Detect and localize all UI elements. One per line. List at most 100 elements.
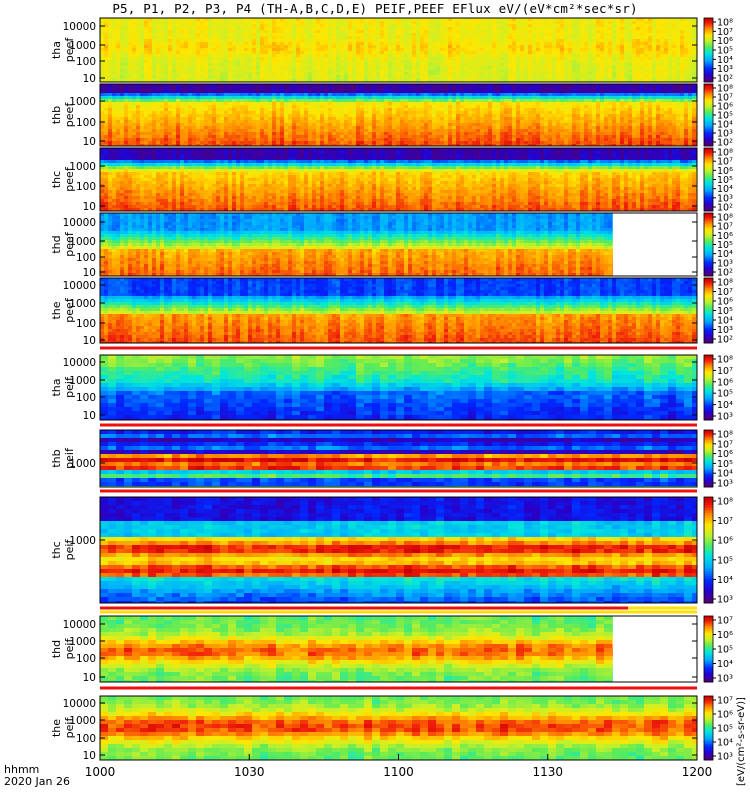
heatmap-cell xyxy=(104,78,108,81)
heatmap-cell xyxy=(652,42,656,45)
heatmap-cell xyxy=(408,69,412,72)
heatmap-cell xyxy=(384,39,388,42)
heatmap-cell xyxy=(324,129,328,132)
heatmap-cell xyxy=(152,126,156,129)
heatmap-cell xyxy=(376,129,380,132)
heatmap-cell xyxy=(184,132,188,135)
heatmap-cell xyxy=(336,129,340,132)
heatmap-cell xyxy=(108,108,112,111)
heatmap-cell xyxy=(408,60,412,63)
heatmap-cell xyxy=(512,66,516,69)
heatmap-cell xyxy=(396,99,400,102)
heatmap-cell xyxy=(528,36,532,39)
heatmap-cell xyxy=(344,141,348,144)
heatmap-cell xyxy=(408,36,412,39)
heatmap-cell xyxy=(280,96,284,99)
heatmap-cell xyxy=(604,78,608,81)
heatmap-cell xyxy=(380,36,384,39)
heatmap-cell xyxy=(352,30,356,33)
heatmap-cell xyxy=(104,72,108,75)
heatmap-cell xyxy=(564,45,568,48)
heatmap-cell xyxy=(136,108,140,111)
heatmap-cell xyxy=(656,60,660,63)
heatmap-cell xyxy=(312,99,316,102)
heatmap-cell xyxy=(328,141,332,144)
heatmap-cell xyxy=(676,48,680,51)
heatmap-cell xyxy=(364,66,368,69)
heatmap-cell xyxy=(104,84,108,87)
heatmap-cell xyxy=(512,45,516,48)
heatmap-cell xyxy=(420,30,424,33)
heatmap-cell xyxy=(188,48,192,51)
heatmap-cell xyxy=(368,135,372,138)
heatmap-cell xyxy=(152,72,156,75)
heatmap-cell xyxy=(560,75,564,78)
heatmap-cell xyxy=(112,42,116,45)
heatmap-cell xyxy=(368,27,372,30)
heatmap-cell xyxy=(124,141,128,144)
heatmap-cell xyxy=(188,66,192,69)
heatmap-cell xyxy=(136,120,140,123)
heatmap-cell xyxy=(128,84,132,87)
heatmap-cell xyxy=(184,48,188,51)
heatmap-cell xyxy=(172,30,176,33)
heatmap-cell xyxy=(188,120,192,123)
heatmap-cell xyxy=(224,51,228,54)
heatmap-cell xyxy=(196,18,200,21)
heatmap-cell xyxy=(248,132,252,135)
heatmap-cell xyxy=(468,72,472,75)
heatmap-cell xyxy=(620,24,624,27)
heatmap-cell xyxy=(104,135,108,138)
heatmap-cell xyxy=(656,33,660,36)
heatmap-cell xyxy=(420,54,424,57)
heatmap-cell xyxy=(276,54,280,57)
heatmap-cell xyxy=(392,102,396,105)
heatmap-cell xyxy=(572,42,576,45)
heatmap-cell xyxy=(332,120,336,123)
heatmap-cell xyxy=(172,99,176,102)
heatmap-cell xyxy=(392,45,396,48)
heatmap-cell xyxy=(444,51,448,54)
heatmap-cell xyxy=(224,135,228,138)
heatmap-cell xyxy=(116,63,120,66)
heatmap-cell xyxy=(280,138,284,141)
heatmap-cell xyxy=(280,114,284,117)
heatmap-cell xyxy=(316,96,320,99)
heatmap-cell xyxy=(284,27,288,30)
heatmap-cell xyxy=(128,87,132,90)
heatmap-cell xyxy=(316,48,320,51)
heatmap-cell xyxy=(468,54,472,57)
heatmap-cell xyxy=(360,87,364,90)
heatmap-cell xyxy=(208,21,212,24)
heatmap-cell xyxy=(364,60,368,63)
heatmap-cell xyxy=(668,39,672,42)
heatmap-cell xyxy=(292,78,296,81)
heatmap-cell xyxy=(144,102,148,105)
heatmap-cell xyxy=(228,114,232,117)
heatmap-cell xyxy=(312,33,316,36)
heatmap-cell xyxy=(320,132,324,135)
heatmap-cell xyxy=(548,36,552,39)
heatmap-cell xyxy=(164,105,168,108)
heatmap-cell xyxy=(640,75,644,78)
heatmap-cell xyxy=(260,63,264,66)
heatmap-cell xyxy=(208,66,212,69)
heatmap-cell xyxy=(572,45,576,48)
heatmap-cell xyxy=(648,63,652,66)
heatmap-cell xyxy=(236,66,240,69)
heatmap-cell xyxy=(168,129,172,132)
heatmap-cell xyxy=(268,105,272,108)
heatmap-cell xyxy=(244,105,248,108)
heatmap-cell xyxy=(548,24,552,27)
heatmap-cell xyxy=(356,72,360,75)
heatmap-cell xyxy=(532,51,536,54)
heatmap-cell xyxy=(280,129,284,132)
heatmap-cell xyxy=(124,105,128,108)
heatmap-cell xyxy=(320,102,324,105)
heatmap-cell xyxy=(660,36,664,39)
heatmap-cell xyxy=(192,48,196,51)
heatmap-cell xyxy=(356,18,360,21)
heatmap-cell xyxy=(240,51,244,54)
heatmap-cell xyxy=(204,108,208,111)
heatmap-cell xyxy=(224,24,228,27)
